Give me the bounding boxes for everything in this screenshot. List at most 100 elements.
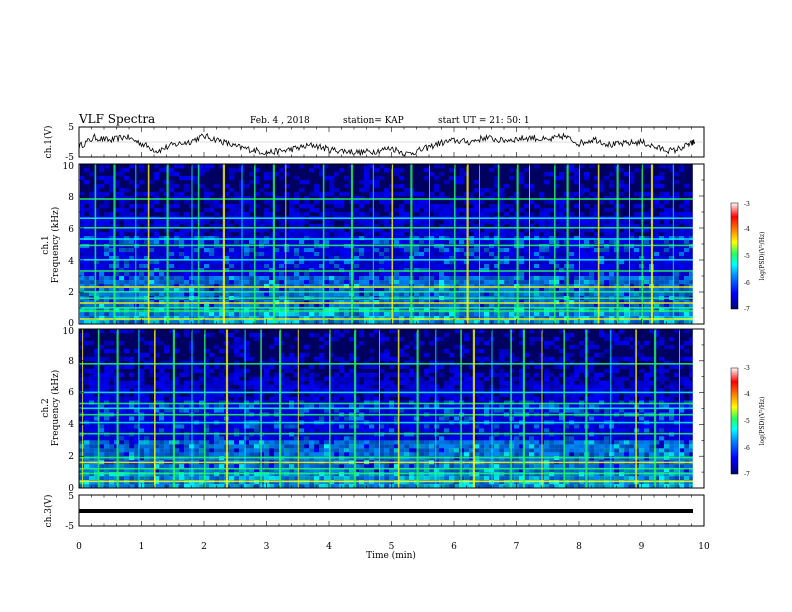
ch1-spectrogram-texture-cell (219, 252, 225, 257)
ch2-spectrogram-texture-cell (264, 384, 270, 389)
ch2-spectrogram-texture-cell (289, 360, 295, 366)
ch1-spectrogram-texture-cell (229, 196, 235, 201)
ch1-spectrogram-texture-cell (99, 268, 105, 273)
ch2-spectrogram-texture-cell (94, 368, 100, 374)
ch1-spectrogram-texture-cell (589, 308, 595, 313)
ch1-spectrogram-texture-cell (449, 240, 455, 245)
ch1-spectrogram-texture-cell (664, 312, 670, 317)
ch2-spectrogram-texture-cell (109, 364, 115, 370)
ch2-spectrogram-texture-cell (364, 384, 370, 389)
ch1-spectrogram-texture-cell (109, 176, 115, 181)
ch1-spectrogram-texture-cell (109, 268, 115, 273)
ch1-spectrogram-band (79, 297, 693, 299)
ch1-spectrogram-texture-cell (399, 252, 405, 257)
ch2-spectrogram-texture-cell (579, 364, 585, 370)
ch2-spectrogram-texture-cell (474, 329, 480, 334)
ch1-spectrogram-texture-cell (249, 208, 255, 213)
ch1-spectrogram-texture-cell (539, 220, 545, 225)
ch1-spectrogram-texture-cell (254, 236, 260, 241)
ch1-spectrogram-texture-cell (254, 276, 260, 281)
ch1-spectrogram-texture-cell (184, 300, 190, 305)
ch1-spectrogram-texture-cell (594, 272, 600, 277)
ch1-spectrogram-texture-cell (324, 292, 330, 297)
ch1-spectrogram-texture-cell (544, 224, 550, 229)
ch1-spectrogram-texture-cell (144, 256, 150, 261)
ch1-spectrogram-texture-cell (329, 304, 335, 309)
ch2-spectrogram-texture-cell (524, 364, 530, 370)
ch1-spectrogram-texture-cell (249, 284, 255, 289)
ch2-spectrogram-texture-cell (604, 336, 610, 342)
ch2-spectrogram-texture-cell (274, 360, 280, 366)
ch1-spectrogram-texture-cell (154, 308, 160, 313)
ch1-spectrogram-texture-cell (549, 316, 555, 321)
ch1-spectrogram-texture-cell (579, 248, 585, 253)
ch1-spectrogram-texture-cell (544, 228, 550, 233)
ch2-spectrogram-texture-cell (249, 356, 255, 362)
ch1-spectrogram-texture-cell (609, 248, 615, 253)
ch1-spectrogram-texture-cell (684, 272, 690, 277)
ch1-spectrogram-texture-cell (249, 236, 255, 241)
ch1-spectrogram-texture-cell (549, 256, 555, 261)
ch1-spectrogram-texture-cell (534, 280, 540, 285)
ch1-spectrogram-texture-cell (469, 316, 475, 321)
ch1-spectrogram-texture-cell (259, 312, 265, 317)
ch1-spectrogram-texture-cell (374, 252, 380, 257)
ch1-spectrogram-texture-cell (89, 268, 95, 273)
ch1-spectrogram-texture-cell (79, 176, 85, 181)
ch1-spectrogram-texture-cell (244, 284, 250, 289)
ch1-spectrogram-texture-cell (144, 304, 150, 309)
ch2-spectrogram-texture-cell (104, 376, 110, 381)
ch1-spectrogram-texture-cell (479, 320, 485, 325)
ch1-spectrogram-texture-cell (644, 300, 650, 305)
ch1-spectrogram-texture-cell (214, 232, 220, 237)
ch2-spectrogram-texture-cell (99, 329, 105, 334)
ch1-spectrogram-texture-cell (684, 308, 690, 313)
ch2-spectrogram-texture-cell (364, 380, 370, 385)
ch1-spectrogram-texture-cell (484, 260, 490, 265)
ch2-spectrogram-texture-cell (564, 384, 570, 389)
ch1-spectrogram-texture-cell (219, 232, 225, 237)
ch1-spectrogram-texture-cell (299, 236, 305, 241)
ch2-spectrogram-texture-cell (84, 332, 90, 338)
ch1-spectrogram-texture-cell (599, 256, 605, 261)
ch1-spectrogram-texture-cell (394, 168, 400, 173)
ch1-spectrogram-texture-cell (229, 204, 235, 209)
ch1-spectrogram-texture-cell (94, 292, 100, 297)
ch1-spectrogram-texture-cell (469, 276, 475, 281)
ch2-spectrogram-texture-cell (689, 372, 695, 378)
ch1-spectrogram-texture-cell (629, 252, 635, 257)
ch1-spectrogram-texture-cell (344, 312, 350, 317)
ch1-spectrogram-texture-cell (484, 304, 490, 309)
ch2-spectrogram-texture-cell (669, 344, 675, 350)
ch1-spectrogram-texture-cell (559, 240, 565, 245)
ch1-spectrogram-texture-cell (184, 304, 190, 309)
ch1-spectrogram-texture-cell (344, 176, 350, 181)
ch2-spectrogram-texture-cell (99, 392, 105, 397)
ch1-spectrogram-texture-cell (669, 284, 675, 289)
ch1-spectrogram-texture-cell (344, 236, 350, 241)
ch1-spectrogram-texture-cell (94, 280, 100, 285)
ch1-spectrogram-texture-cell (519, 280, 525, 285)
ch1-spectrogram-texture-cell (524, 300, 530, 305)
ch1-spectrogram-texture-cell (479, 268, 485, 273)
ch1-spectrogram-texture-cell (179, 308, 185, 313)
ch1-spectrogram-texture-cell (329, 248, 335, 253)
ch2-spectrogram-texture-cell (544, 344, 550, 350)
ch1-spectrogram-texture-cell (619, 272, 625, 277)
ch2-spectrogram-texture-cell (284, 360, 290, 366)
ch1-spectrogram-texture-cell (194, 164, 200, 169)
ch1-spectrogram-texture-cell (299, 272, 305, 277)
ch1-spectrogram-texture-cell (314, 284, 320, 289)
ch2-spectrogram-texture-cell (364, 376, 370, 381)
ch2-spectrogram-texture-cell (109, 348, 115, 354)
ch1-spectrogram-texture-cell (334, 200, 340, 205)
ch2-spectrogram-texture-cell (104, 384, 110, 389)
ch2-spectrogram-texture-cell (144, 364, 150, 370)
ch1-spectrogram-texture-cell (419, 248, 425, 253)
ch1-spectrogram-texture-cell (129, 204, 135, 209)
ch1-spectrogram-texture-cell (269, 232, 275, 237)
ch1-spectrogram-texture-cell (449, 292, 455, 297)
ch1-spectrogram-texture-cell (234, 252, 240, 257)
ch1-spectrogram-texture-cell (234, 320, 240, 325)
ch2-spectrogram-texture-cell (604, 368, 610, 374)
